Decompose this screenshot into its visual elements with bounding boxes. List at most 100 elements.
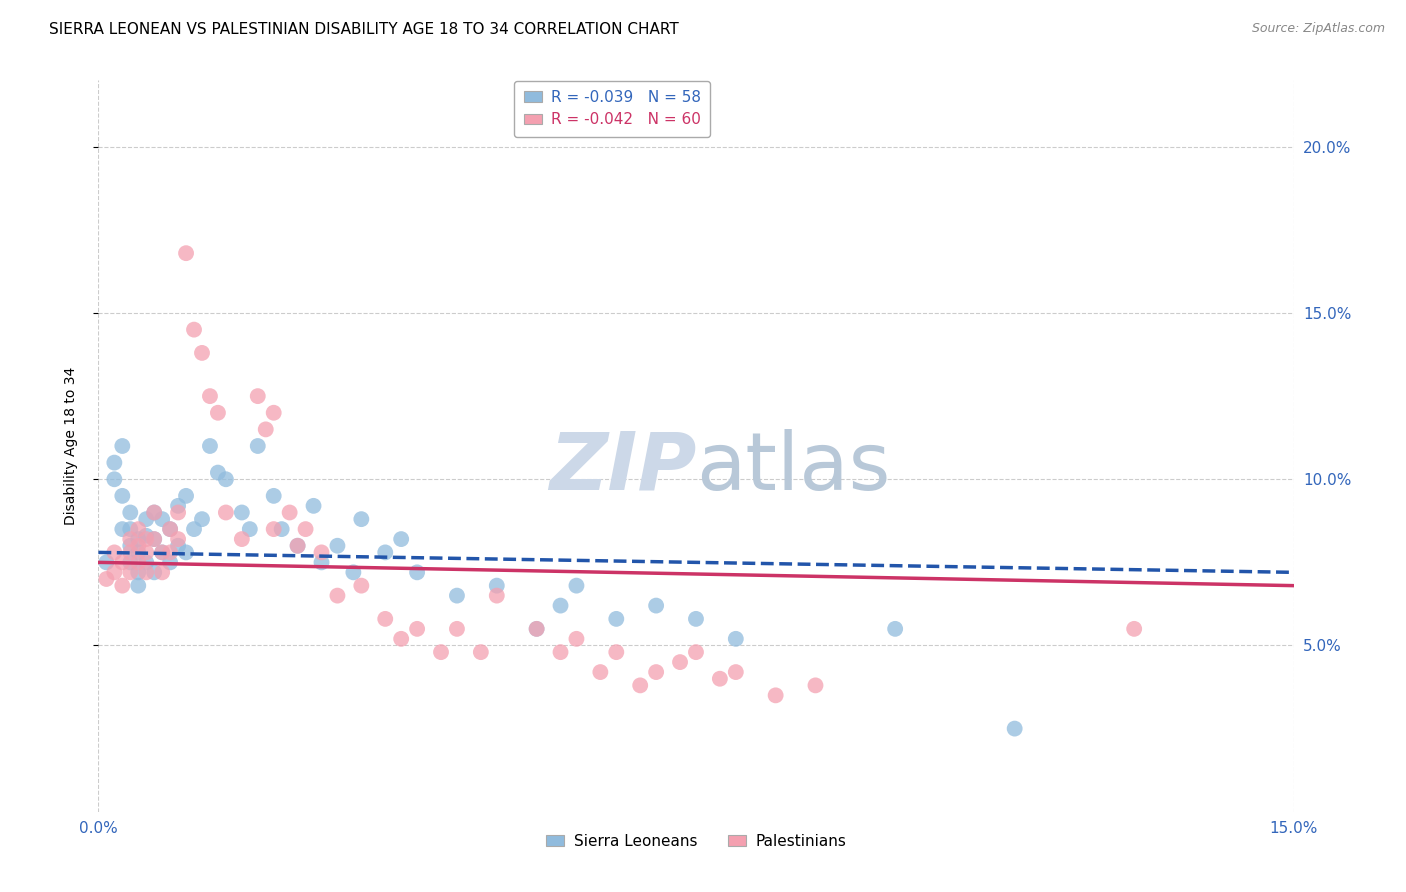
Point — [135, 545, 157, 559]
Point — [103, 545, 125, 559]
Point — [628, 678, 651, 692]
Point — [685, 612, 707, 626]
Point — [159, 545, 181, 559]
Point — [150, 545, 173, 559]
Point — [645, 665, 668, 679]
Point — [103, 456, 125, 470]
Point — [96, 555, 118, 569]
Point — [111, 489, 134, 503]
Point — [167, 499, 190, 513]
Point — [127, 545, 149, 559]
Point — [263, 489, 285, 503]
Point — [254, 422, 277, 436]
Point — [120, 545, 142, 559]
Point — [287, 539, 309, 553]
Point — [111, 439, 134, 453]
Point — [605, 645, 627, 659]
Point — [167, 532, 190, 546]
Point — [263, 522, 285, 536]
Point — [143, 506, 166, 520]
Point — [150, 512, 173, 526]
Point — [135, 529, 157, 543]
Point — [278, 506, 301, 520]
Point — [294, 522, 316, 536]
Point — [526, 622, 548, 636]
Point — [526, 622, 548, 636]
Point — [231, 532, 253, 546]
Point — [198, 439, 221, 453]
Point — [1123, 622, 1146, 636]
Y-axis label: Disability Age 18 to 34: Disability Age 18 to 34 — [63, 367, 77, 525]
Point — [198, 389, 221, 403]
Point — [374, 612, 396, 626]
Point — [724, 632, 747, 646]
Point — [311, 555, 333, 569]
Point — [127, 555, 149, 569]
Point — [159, 522, 181, 536]
Text: ZIP: ZIP — [548, 429, 696, 507]
Point — [111, 555, 134, 569]
Point — [143, 506, 166, 520]
Point — [287, 539, 309, 553]
Text: atlas: atlas — [696, 429, 890, 507]
Point — [143, 532, 166, 546]
Point — [470, 645, 492, 659]
Point — [127, 522, 149, 536]
Point — [605, 612, 627, 626]
Point — [207, 406, 229, 420]
Point — [389, 632, 412, 646]
Point — [183, 522, 205, 536]
Point — [127, 539, 149, 553]
Point — [174, 246, 197, 260]
Point — [150, 545, 173, 559]
Point — [215, 472, 238, 486]
Point — [120, 566, 142, 580]
Text: SIERRA LEONEAN VS PALESTINIAN DISABILITY AGE 18 TO 34 CORRELATION CHART: SIERRA LEONEAN VS PALESTINIAN DISABILITY… — [49, 22, 679, 37]
Point — [167, 539, 190, 553]
Point — [120, 506, 142, 520]
Point — [135, 555, 157, 569]
Point — [111, 522, 134, 536]
Point — [446, 622, 468, 636]
Point — [645, 599, 668, 613]
Point — [120, 539, 142, 553]
Point — [263, 406, 285, 420]
Point — [685, 645, 707, 659]
Point — [350, 512, 373, 526]
Point — [884, 622, 907, 636]
Point — [550, 645, 572, 659]
Point — [565, 632, 588, 646]
Point — [342, 566, 364, 580]
Point — [127, 579, 149, 593]
Point — [120, 522, 142, 536]
Point — [246, 439, 269, 453]
Point — [765, 689, 787, 703]
Point — [159, 555, 181, 569]
Point — [183, 323, 205, 337]
Point — [446, 589, 468, 603]
Point — [565, 579, 588, 593]
Point — [191, 346, 214, 360]
Point — [311, 545, 333, 559]
Point — [724, 665, 747, 679]
Point — [389, 532, 412, 546]
Point — [270, 522, 292, 536]
Point — [174, 489, 197, 503]
Point — [406, 622, 429, 636]
Point — [406, 566, 429, 580]
Point — [207, 466, 229, 480]
Point — [135, 532, 157, 546]
Point — [127, 566, 149, 580]
Point — [350, 579, 373, 593]
Point — [135, 566, 157, 580]
Point — [485, 589, 508, 603]
Point — [135, 512, 157, 526]
Point — [231, 506, 253, 520]
Point — [120, 555, 142, 569]
Point — [96, 572, 118, 586]
Point — [669, 655, 692, 669]
Point — [127, 532, 149, 546]
Point — [103, 472, 125, 486]
Point — [239, 522, 262, 536]
Point — [150, 566, 173, 580]
